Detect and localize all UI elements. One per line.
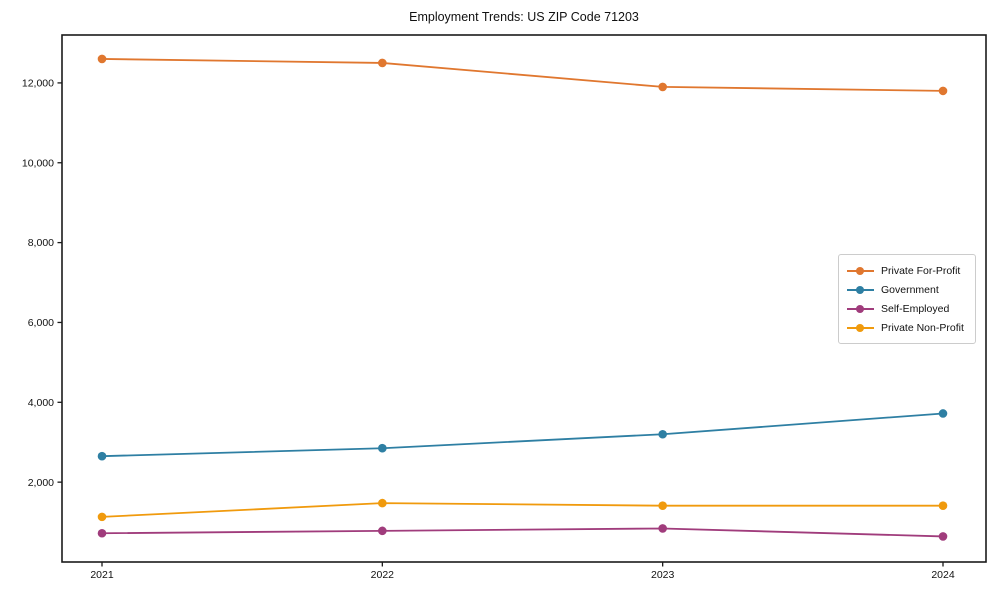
- legend-marker-icon: [847, 266, 874, 276]
- legend-marker-icon: [847, 304, 874, 314]
- y-tick-label: 8,000: [28, 237, 54, 249]
- data-point: [658, 501, 667, 511]
- y-tick-label: 2,000: [28, 477, 54, 489]
- legend-item: Government: [847, 280, 967, 299]
- legend-label: Private For-Profit: [881, 264, 961, 277]
- legend-marker-icon: [847, 285, 874, 295]
- legend-item: Private For-Profit: [847, 261, 967, 280]
- x-tick-label: 2023: [651, 569, 675, 581]
- y-tick-label: 10,000: [22, 157, 54, 169]
- series-line: [101, 58, 944, 92]
- x-tick-label: 2021: [90, 569, 114, 581]
- data-point: [97, 54, 107, 64]
- x-tick-label: 2022: [371, 569, 395, 581]
- data-point: [378, 443, 387, 453]
- y-tick-label: 4,000: [28, 397, 54, 409]
- data-point: [378, 526, 387, 536]
- legend-label: Government: [881, 283, 939, 296]
- y-tick-label: 6,000: [28, 317, 54, 329]
- data-point: [658, 82, 667, 92]
- plot-border: [61, 34, 987, 563]
- data-point: [658, 524, 667, 533]
- legend-item: Self-Employed: [847, 299, 967, 318]
- data-point: [938, 532, 948, 541]
- series-line: [101, 502, 943, 518]
- data-point: [97, 528, 107, 538]
- legend-label: Private Non-Profit: [881, 321, 964, 334]
- data-point: [938, 86, 948, 96]
- chart-title: Employment Trends: US ZIP Code 71203: [409, 10, 639, 24]
- data-point: [378, 498, 387, 508]
- data-point: [938, 501, 948, 511]
- legend-marker-icon: [847, 323, 874, 333]
- data-point: [658, 429, 667, 439]
- legend-label: Self-Employed: [881, 302, 950, 315]
- y-tick-label: 12,000: [22, 78, 54, 90]
- data-point: [378, 58, 387, 68]
- series-line: [101, 412, 944, 458]
- series-line: [101, 527, 944, 538]
- data-point: [938, 409, 948, 418]
- x-tick-label: 2024: [931, 569, 955, 581]
- legend-item: Private Non-Profit: [847, 318, 967, 337]
- data-point: [97, 451, 107, 461]
- data-point: [97, 512, 107, 522]
- chart-legend: Private For-Profit Government Self-Employe…: [838, 254, 976, 344]
